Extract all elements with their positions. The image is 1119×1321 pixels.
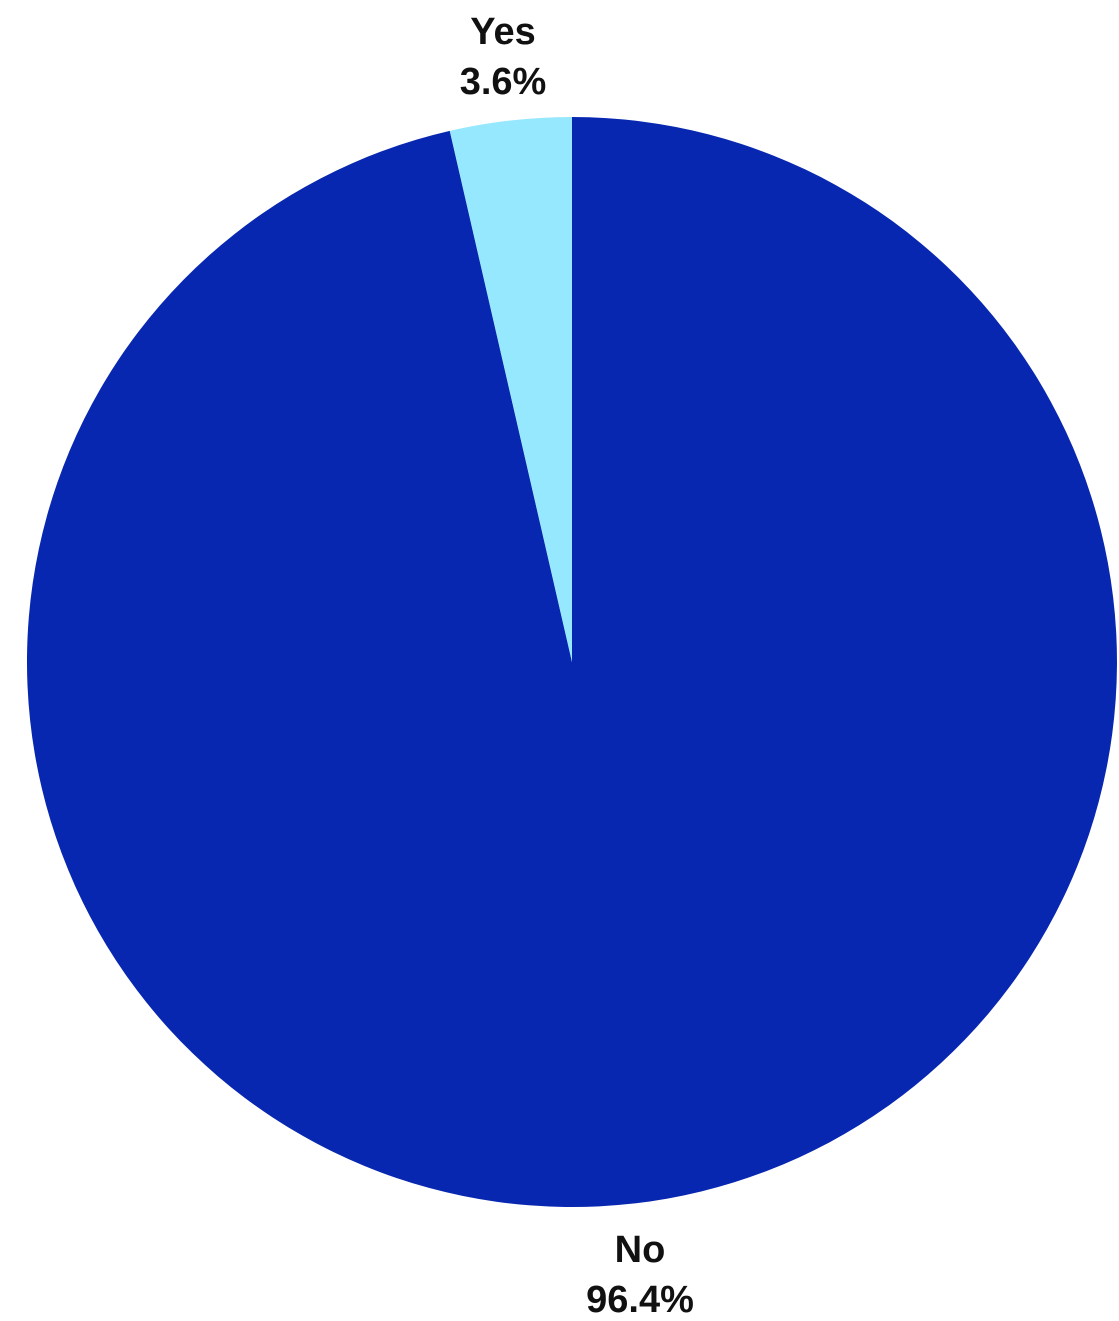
- slice-label-no-value: 96.4%: [586, 1279, 694, 1321]
- slice-label-no-name: No: [615, 1229, 666, 1271]
- slice-label-no: No 96.4%: [586, 1229, 694, 1321]
- pie-slice-no: [26, 117, 1117, 1207]
- slice-label-yes: Yes 3.6%: [460, 11, 547, 103]
- slice-label-yes-value: 3.6%: [460, 61, 547, 103]
- slice-label-yes-name: Yes: [470, 11, 536, 53]
- pie-slice-yes: [449, 117, 572, 662]
- pie-slices: [26, 117, 1117, 1207]
